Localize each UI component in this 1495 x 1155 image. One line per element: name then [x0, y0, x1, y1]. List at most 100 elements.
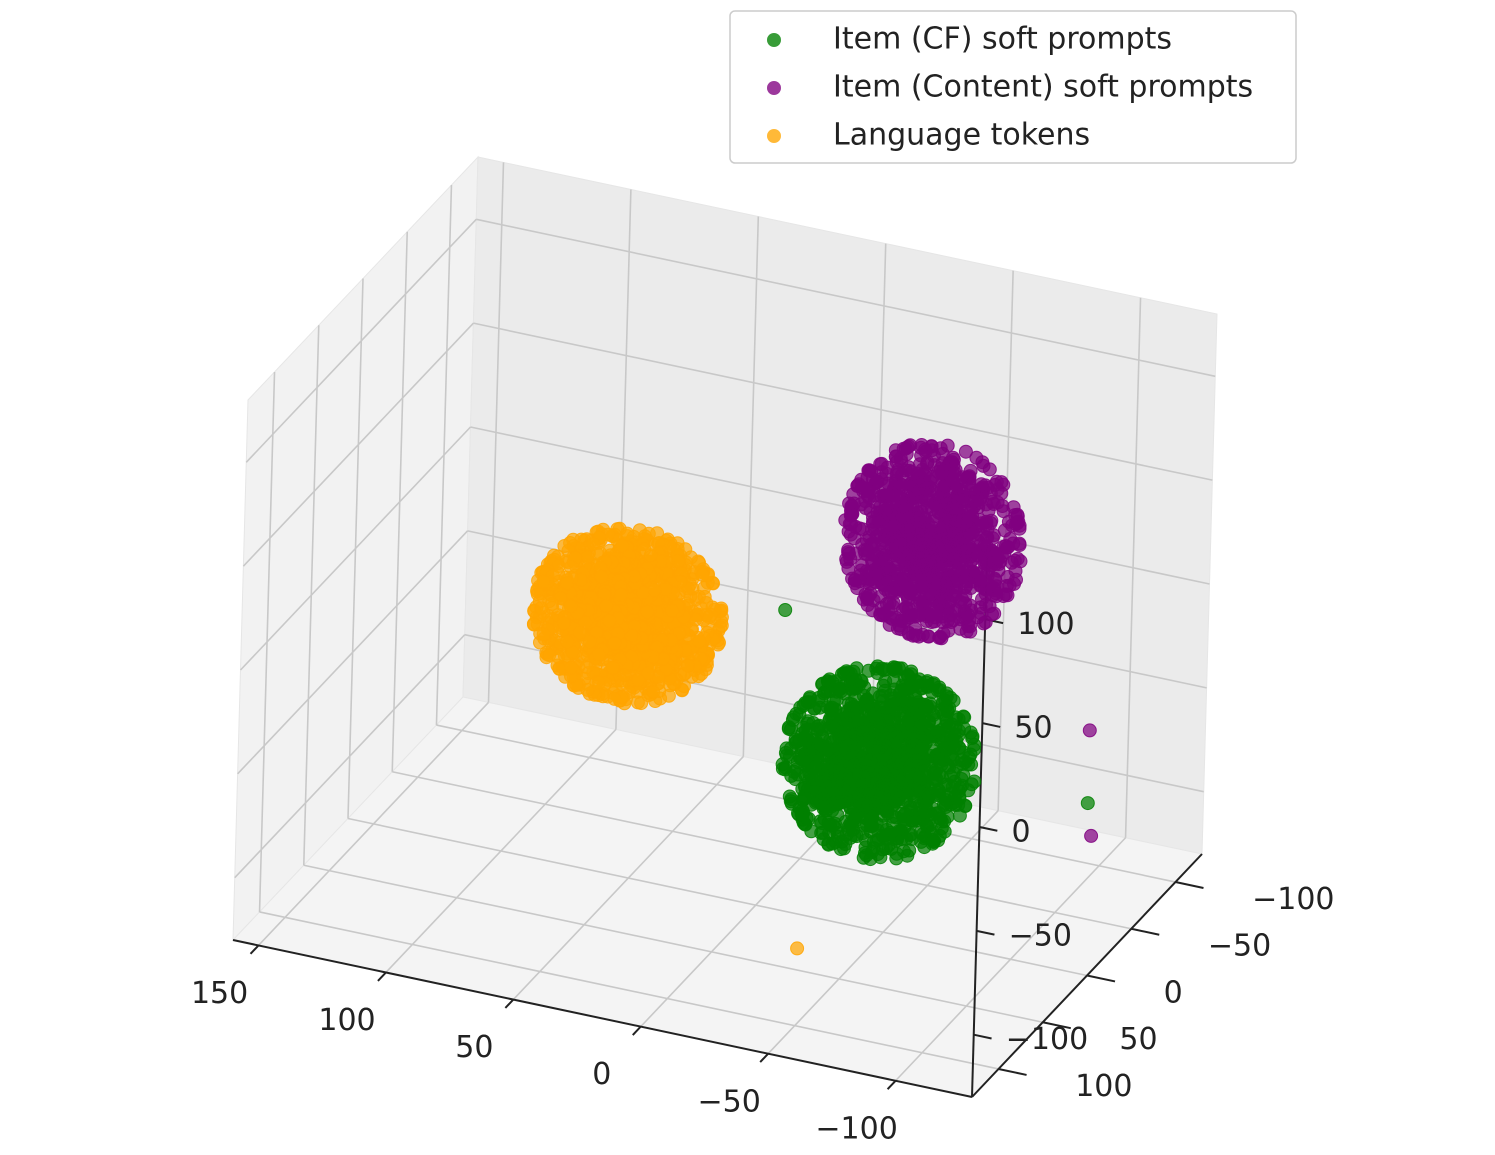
content-point — [910, 512, 925, 527]
content-point — [888, 443, 903, 458]
content-point — [845, 506, 860, 521]
cf-point — [904, 813, 919, 828]
cf-point — [860, 697, 875, 712]
content-point — [861, 588, 876, 603]
grid-floor-y — [259, 911, 999, 1070]
language-point — [599, 598, 614, 613]
language-point — [631, 673, 646, 687]
z-tick-label: 50 — [1014, 711, 1052, 746]
cf-point — [876, 763, 891, 778]
content-point — [1007, 553, 1022, 568]
x-tick-label: 0 — [592, 1057, 611, 1092]
language-point — [607, 636, 622, 651]
x-tick-mark — [377, 971, 387, 982]
cf-point — [801, 714, 816, 729]
z-tick-label: 0 — [1012, 815, 1031, 850]
cf-point — [934, 702, 949, 717]
cf-point — [876, 663, 891, 677]
legend-marker-content — [767, 81, 781, 95]
x-tick-label: 50 — [455, 1030, 493, 1065]
language-point — [671, 554, 686, 569]
content-point — [1084, 828, 1099, 843]
language-point — [605, 660, 620, 675]
content-point — [868, 476, 883, 491]
y-tick-label: 100 — [1075, 1069, 1132, 1104]
content-point — [880, 520, 895, 535]
language-point — [582, 634, 597, 649]
content-point — [879, 489, 894, 504]
content-point — [936, 561, 951, 575]
cf-point — [852, 795, 866, 810]
language-point — [560, 576, 574, 590]
content-point — [963, 581, 978, 595]
y-tick-label: −50 — [1208, 929, 1271, 964]
content-point — [933, 461, 948, 476]
language-point — [557, 616, 571, 631]
content-point — [921, 629, 936, 644]
legend-marker-language — [767, 129, 781, 143]
z-tick-label: 100 — [1017, 607, 1074, 642]
language-point — [534, 601, 549, 616]
cf-point — [928, 772, 943, 787]
language-point — [560, 634, 575, 649]
x-tick-label: 150 — [191, 976, 248, 1011]
x-tick-mark — [504, 998, 515, 1009]
cf-point — [954, 778, 969, 793]
cf-point — [782, 789, 797, 804]
language-point — [692, 634, 707, 649]
content-point — [875, 535, 890, 550]
cf-point — [809, 760, 824, 775]
language-point — [790, 941, 805, 956]
content-point — [908, 628, 923, 643]
cf-point — [815, 825, 830, 840]
language-point — [536, 627, 551, 642]
cf-point — [869, 711, 884, 726]
cf-point — [883, 699, 898, 714]
content-point — [976, 458, 991, 473]
language-point — [527, 617, 541, 632]
language-point — [697, 589, 712, 604]
cf-point — [914, 718, 929, 733]
y-tick-mark — [1175, 881, 1204, 889]
cf-point — [878, 791, 893, 806]
cf-point — [788, 735, 803, 750]
content-point — [961, 607, 976, 622]
content-point — [917, 468, 932, 483]
language-point — [646, 685, 661, 699]
y-tick-mark — [1042, 1021, 1072, 1030]
content-point — [977, 582, 992, 596]
grid-back-z — [473, 322, 1213, 481]
content-point — [912, 484, 927, 499]
z-tick-label: −100 — [1006, 1022, 1088, 1057]
y-tick-mark — [1131, 927, 1160, 936]
cf-point — [862, 752, 877, 767]
grid-left-z — [237, 530, 469, 775]
content-point — [958, 444, 973, 459]
language-point — [542, 648, 557, 663]
cf-point — [930, 747, 945, 762]
cf-point — [815, 788, 830, 802]
cf-point — [963, 747, 978, 762]
content-point — [889, 455, 904, 470]
x-tick-mark — [759, 1053, 769, 1063]
x-tick-mark — [249, 944, 260, 955]
language-point — [607, 691, 622, 706]
content-point — [913, 595, 928, 610]
data-points — [526, 438, 1099, 956]
language-point — [620, 526, 635, 541]
content-point — [956, 492, 971, 506]
content-point — [862, 530, 877, 545]
cf-point — [836, 744, 851, 758]
content-point — [903, 608, 918, 623]
content-point — [939, 574, 953, 589]
language-point — [680, 658, 695, 673]
cf-point — [879, 841, 893, 856]
content-point — [894, 477, 909, 492]
content-point — [965, 508, 980, 523]
language-point — [536, 574, 551, 589]
language-point — [640, 604, 655, 619]
cf-point — [858, 818, 872, 833]
content-point — [946, 473, 961, 488]
z-tick-mark — [976, 929, 995, 936]
